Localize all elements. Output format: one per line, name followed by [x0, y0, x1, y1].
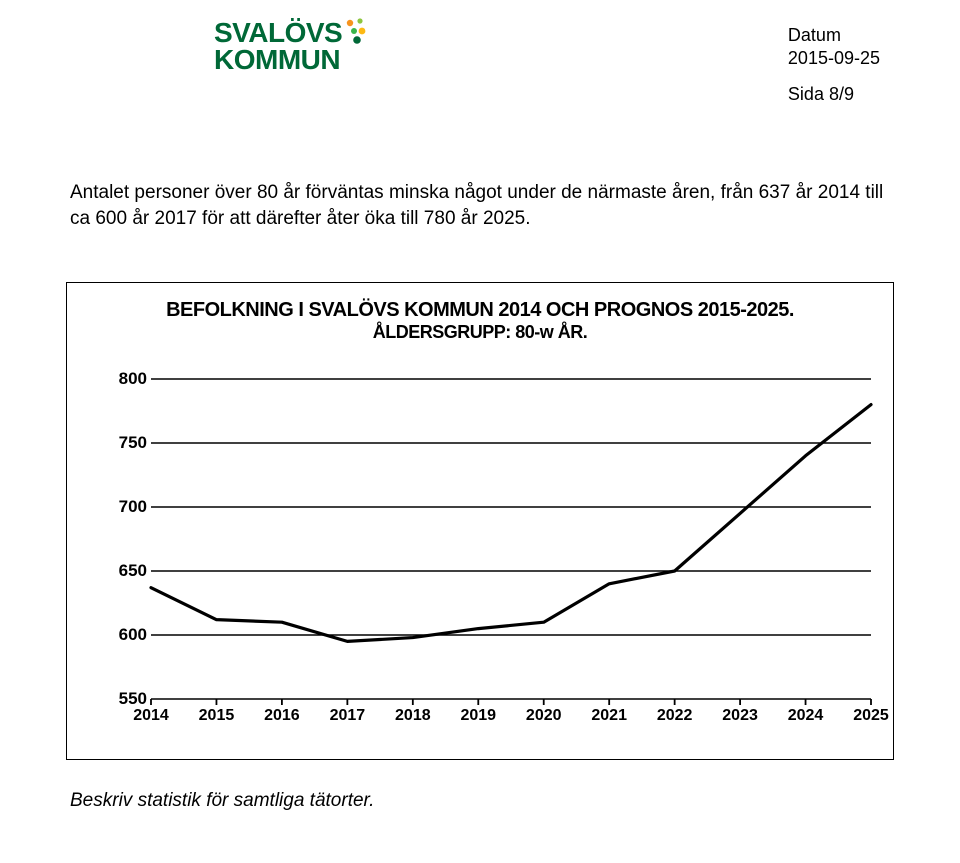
x-axis-tick-label: 2024: [788, 707, 824, 725]
line-chart: [67, 283, 893, 759]
x-axis-tick-label: 2020: [526, 707, 562, 725]
logo: SVALÖVS KOMMUN: [214, 20, 368, 73]
x-axis-tick-label: 2014: [133, 707, 169, 725]
chart-frame: BEFOLKNING I SVALÖVS KOMMUN 2014 OCH PRO…: [66, 282, 894, 760]
page-number: Sida 8/9: [788, 83, 880, 106]
x-axis-tick-label: 2025: [853, 707, 889, 725]
logo-line2: KOMMUN: [214, 47, 342, 74]
datum-label: Datum: [788, 24, 880, 47]
datum-value: 2015-09-25: [788, 47, 880, 70]
y-axis-tick-label: 600: [103, 625, 147, 645]
y-axis-tick-label: 650: [103, 561, 147, 581]
x-axis-tick-label: 2022: [657, 707, 693, 725]
x-axis-tick-label: 2017: [330, 707, 366, 725]
x-axis-tick-label: 2016: [264, 707, 300, 725]
x-axis-tick-label: 2021: [591, 707, 627, 725]
header-meta: Datum 2015-09-25 Sida 8/9: [788, 24, 880, 106]
x-axis-tick-label: 2018: [395, 707, 431, 725]
y-axis-tick-label: 750: [103, 433, 147, 453]
logo-dots-icon: [344, 17, 368, 52]
x-axis-tick-label: 2023: [722, 707, 758, 725]
footer-text: Beskriv statistik för samtliga tätorter.: [70, 790, 374, 812]
body-paragraph: Antalet personer över 80 år förväntas mi…: [70, 180, 890, 231]
x-axis-tick-label: 2019: [460, 707, 496, 725]
y-axis-tick-label: 700: [103, 497, 147, 517]
y-axis-tick-label: 800: [103, 369, 147, 389]
x-axis-tick-label: 2015: [199, 707, 235, 725]
y-axis-tick-label: 550: [103, 689, 147, 709]
logo-line1: SVALÖVS: [214, 20, 342, 47]
